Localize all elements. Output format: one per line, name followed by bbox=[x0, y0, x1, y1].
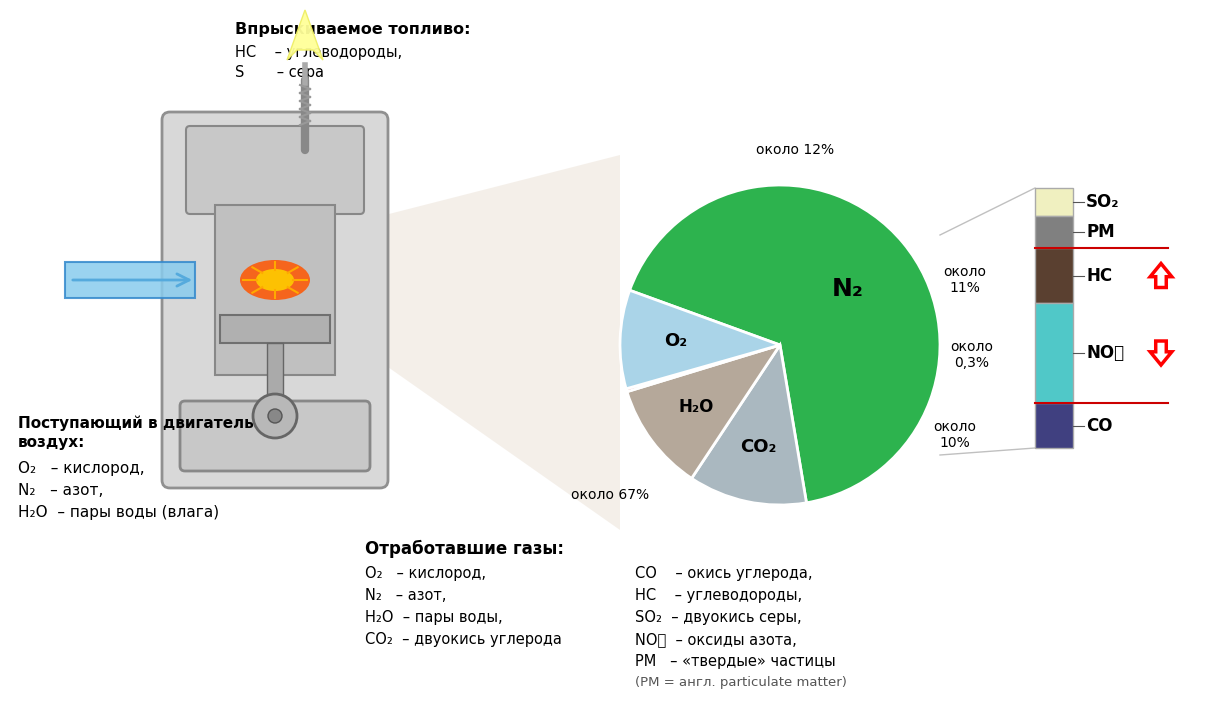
FancyBboxPatch shape bbox=[179, 401, 370, 471]
Text: NO႓  – оксиды азота,: NO႓ – оксиды азота, bbox=[635, 632, 797, 647]
Text: O₂   – кислород,: O₂ – кислород, bbox=[365, 566, 486, 581]
Text: N₂   – азот,: N₂ – азот, bbox=[365, 588, 447, 603]
Text: воздух:: воздух: bbox=[18, 435, 85, 450]
Text: O₂   – кислород,: O₂ – кислород, bbox=[18, 461, 144, 476]
Text: S       – сера: S – сера bbox=[234, 65, 324, 80]
Text: CO₂  – двуокись углерода: CO₂ – двуокись углерода bbox=[365, 632, 562, 647]
Text: около 12%: около 12% bbox=[756, 143, 834, 157]
Text: N₂   – азот,: N₂ – азот, bbox=[18, 483, 104, 498]
Text: N₂: N₂ bbox=[832, 277, 863, 301]
Bar bbox=[65, 262, 195, 298]
Text: SO₂: SO₂ bbox=[1085, 193, 1120, 211]
FancyArrowPatch shape bbox=[73, 274, 189, 286]
Text: Отработавшие газы:: Отработавшие газы: bbox=[365, 540, 564, 558]
Text: O₂: O₂ bbox=[664, 332, 687, 350]
Text: PM   – «твердые» частицы: PM – «твердые» частицы bbox=[635, 654, 835, 669]
Text: Впрыскиваемое топливо:: Впрыскиваемое топливо: bbox=[234, 22, 470, 37]
Circle shape bbox=[253, 394, 297, 438]
Text: около
0,3%: около 0,3% bbox=[950, 340, 994, 370]
Bar bbox=[1035, 403, 1073, 448]
Wedge shape bbox=[626, 345, 780, 392]
Text: HC    – углеводороды,: HC – углеводороды, bbox=[234, 45, 402, 60]
Text: около
10%: около 10% bbox=[934, 420, 977, 450]
Wedge shape bbox=[630, 185, 940, 503]
Bar bbox=[1035, 188, 1073, 216]
Text: HC: HC bbox=[1085, 267, 1112, 284]
Text: CO    – окись углерода,: CO – окись углерода, bbox=[635, 566, 812, 581]
Text: H₂O  – пары воды,: H₂O – пары воды, bbox=[365, 610, 503, 625]
Text: CO₂: CO₂ bbox=[740, 438, 777, 456]
Polygon shape bbox=[385, 155, 620, 530]
Text: H₂O  – пары воды (влага): H₂O – пары воды (влага) bbox=[18, 505, 219, 520]
Wedge shape bbox=[691, 345, 806, 505]
Text: PM: PM bbox=[1085, 223, 1115, 241]
Bar bbox=[267, 343, 283, 398]
Text: Поступающий в двигатель: Поступающий в двигатель bbox=[18, 415, 254, 431]
Wedge shape bbox=[626, 345, 780, 478]
Text: SO₂  – двуокись серы,: SO₂ – двуокись серы, bbox=[635, 610, 802, 625]
Text: H₂O: H₂O bbox=[679, 398, 714, 416]
FancyBboxPatch shape bbox=[186, 126, 364, 214]
Polygon shape bbox=[287, 10, 324, 60]
Bar bbox=[215, 205, 335, 375]
Bar bbox=[220, 315, 330, 343]
Text: CO: CO bbox=[1085, 416, 1112, 434]
Bar bbox=[1035, 216, 1073, 248]
Bar bbox=[1035, 248, 1073, 303]
Text: HC    – углеводороды,: HC – углеводороды, bbox=[635, 588, 802, 603]
FancyBboxPatch shape bbox=[162, 112, 388, 488]
Text: NO႓: NO႓ bbox=[1085, 344, 1125, 362]
Ellipse shape bbox=[241, 260, 310, 300]
Text: около
11%: около 11% bbox=[944, 265, 987, 295]
Wedge shape bbox=[620, 290, 780, 389]
Circle shape bbox=[267, 409, 282, 423]
Ellipse shape bbox=[256, 269, 294, 291]
Text: около 67%: около 67% bbox=[571, 488, 650, 502]
Text: (PM = англ. particulate matter): (PM = англ. particulate matter) bbox=[635, 676, 847, 689]
Bar bbox=[1035, 303, 1073, 403]
